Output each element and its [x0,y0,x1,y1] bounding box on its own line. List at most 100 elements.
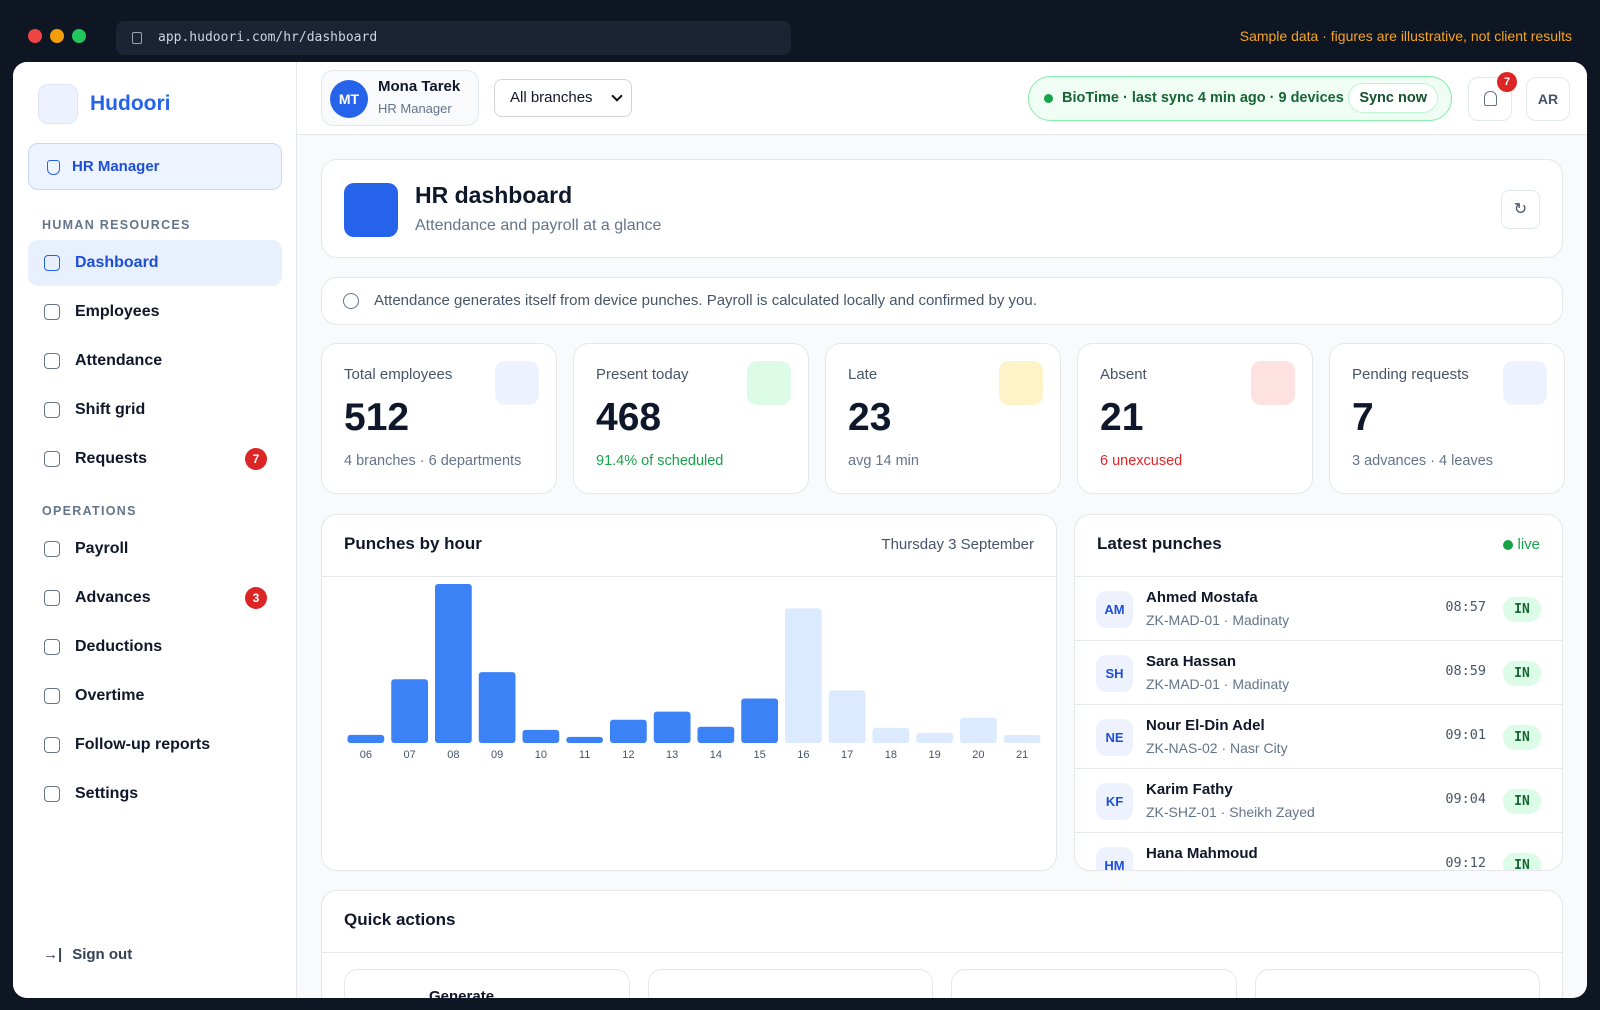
page-subtitle: Attendance and payroll at a glance [415,217,662,234]
bar [1003,734,1041,743]
nav-item[interactable]: Employees [28,289,282,335]
user-name: Mona Tarek [378,78,461,95]
max-dot[interactable] [72,29,86,43]
nav-icon [44,304,60,320]
avatar: MT [330,80,368,118]
punch-time: 09:04 [1445,791,1486,807]
close-dot[interactable] [28,29,42,43]
language-toggle[interactable]: AR [1526,77,1570,121]
nav-item[interactable]: Deductions [28,624,282,670]
x-tick-label: 12 [622,749,634,761]
punch-direction: IN [1503,789,1541,814]
quick-card[interactable] [647,969,933,998]
branch-select[interactable]: All branches [494,79,632,117]
nav-icon [44,451,60,467]
x-tick-label: 06 [360,749,372,761]
punch-row: HM Hana Mahmoud 09:12 IN [1075,833,1562,870]
role-chip[interactable]: HR Manager [28,143,282,190]
info-bar: Attendance generates itself from device … [321,277,1563,325]
nav-label: Employees [75,303,160,320]
live-status: live [1503,536,1540,553]
stat-note: 4 branches · 6 departments [344,453,522,469]
punch-direction: IN [1503,853,1541,870]
punch-name: Karim Fathy [1146,781,1233,798]
quick-card[interactable] [951,969,1237,998]
bar [347,734,385,743]
x-tick-label: 14 [710,749,722,761]
sync-button[interactable]: Sync now [1348,83,1438,113]
stat-icon [495,361,539,405]
stat-value: 23 [848,396,892,439]
stat-value: 21 [1100,396,1144,439]
punch-row: NE Nour El-Din Adel ZK-NAS-02 · Nasr City 0… [1075,705,1562,769]
punch-time: 08:57 [1445,599,1486,615]
user-chip[interactable]: MT Mona Tarek HR Manager [321,70,479,126]
chart-title: Punches by hour [344,534,482,553]
nav-item[interactable]: Requests 7 [28,436,282,482]
x-tick-label: 09 [491,749,503,761]
stat-note: 3 advances · 4 leaves [1352,453,1494,469]
nav-badge: 7 [245,448,267,470]
stat-card: Present today 468 91.4% of scheduled [573,343,809,494]
min-dot[interactable] [50,29,64,43]
nav-item[interactable]: Advances 3 [28,575,282,621]
topbar: MT Mona Tarek HR Manager All branches Bi… [297,62,1587,135]
bar [960,717,997,743]
punch-row: SH Sara Hassan ZK-MAD-01 · Madinaty 08:59 IN [1075,641,1562,705]
punch-device: ZK-SHZ-01 · Sheikh Zayed [1146,804,1315,820]
punches-title: Latest punches [1097,534,1222,553]
notifications[interactable]: 7 [1468,72,1517,121]
punch-row: KF Karim Fathy ZK-SHZ-01 · Sheikh Zayed 09:… [1075,769,1562,833]
nav-item[interactable]: Dashboard [28,240,282,286]
stat-card: Absent 21 6 unexcused [1077,343,1313,494]
stat-value: 7 [1352,396,1374,439]
quick-cards: Generate [344,969,1540,998]
bar [916,732,953,743]
nav-label: Advances [75,589,151,606]
bar [653,711,691,743]
x-tick-label: 13 [666,749,678,761]
stat-value: 512 [344,396,410,439]
nav-icon [44,402,60,418]
x-tick-label: 19 [929,749,941,761]
chart-subtitle: Thursday 3 September [881,536,1034,553]
address-bar[interactable]: app.hudoori.com/hr/dashboard [116,21,791,55]
url: app.hudoori.com/hr/dashboard [158,30,378,45]
punch-name: Sara Hassan [1146,653,1237,670]
nav-item[interactable]: Attendance [28,338,282,384]
stat-icon [1251,361,1295,405]
quick-card[interactable] [1254,969,1540,998]
sign-out-label: Sign out [72,946,133,963]
chart: 06 07 08 09 10 11 12 13 14 15 16 17 18 19 20 21 [347,584,1041,761]
nav-icon [44,353,60,369]
punch-device: ZK-MAD-01 · Madinaty [1146,612,1290,628]
nav-icon [44,786,60,802]
stat-label: Absent [1100,366,1147,383]
stat-label: Total employees [344,366,453,383]
punches-card: Latest punches live AM Ahmed Mostafa ZK-MA… [1074,514,1563,871]
punch-initials: SH [1096,655,1133,692]
bar [566,736,603,743]
punch-device: ZK-NAS-02 · Nasr City [1146,740,1288,756]
x-tick-label: 17 [841,749,853,761]
nav-item[interactable]: Follow-up reports [28,722,282,768]
sign-out[interactable]: →| Sign out [43,946,133,963]
punch-direction: IN [1503,597,1541,622]
refresh-button[interactable]: ↻ [1501,190,1540,229]
stat-card: Late 23 avg 14 min [825,343,1061,494]
sidebar: Hudoori HR Manager HUMAN RESOURCES Dashbo… [13,62,297,998]
nav-item[interactable]: Overtime [28,673,282,719]
punch-initials: KF [1096,783,1133,820]
header-icon [344,183,398,237]
nav-item[interactable]: Payroll [28,526,282,572]
nav-item[interactable]: Shift grid [28,387,282,433]
stat-note: 6 unexcused [1100,453,1183,469]
nav-item[interactable]: Settings [28,771,282,817]
nav-icon [44,737,60,753]
nav-label: Overtime [75,687,145,704]
quick-card[interactable]: Generate [344,969,630,998]
bar [828,690,866,743]
nav-icon [44,590,60,606]
stat-card: Total employees 512 4 branches · 6 departm… [321,343,557,494]
